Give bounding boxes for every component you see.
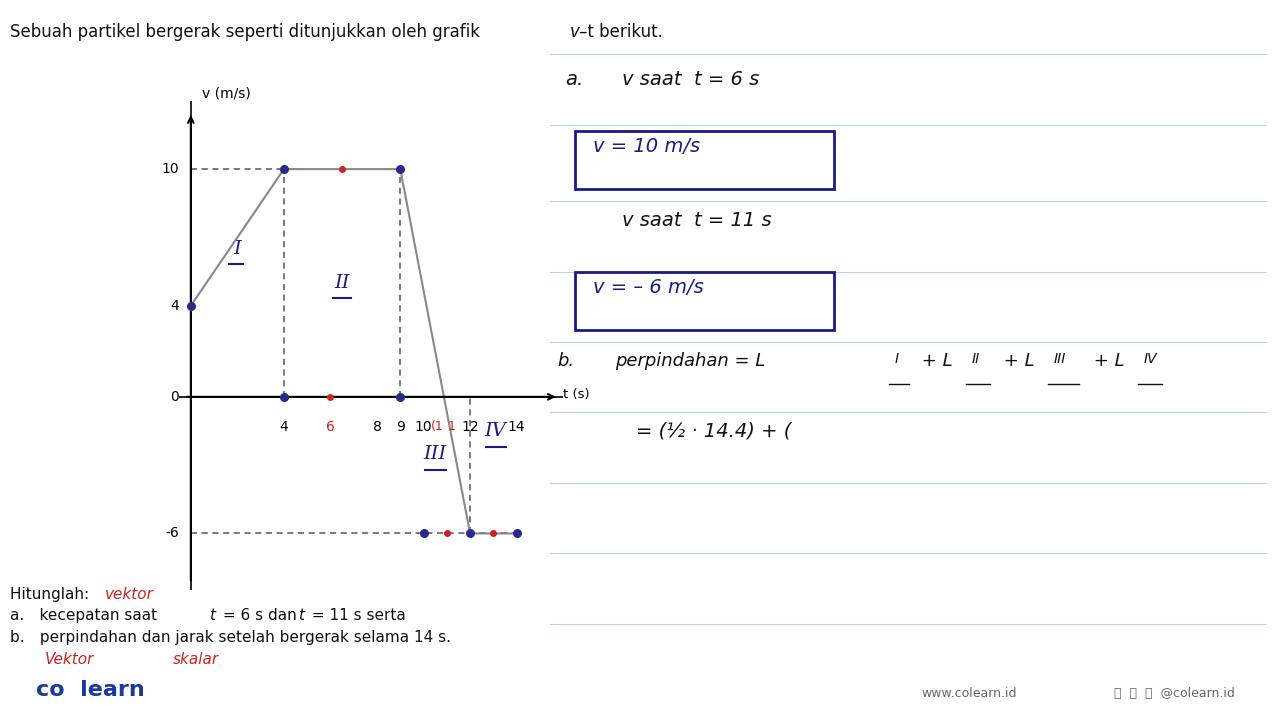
Text: 4: 4 [170, 299, 179, 312]
Text: III: III [1053, 352, 1066, 366]
Text: v = – 6 m/s: v = – 6 m/s [594, 278, 704, 297]
Text: 12: 12 [461, 420, 479, 433]
Text: Vektor: Vektor [45, 652, 95, 667]
Text: + L: + L [916, 353, 952, 371]
Text: 10: 10 [415, 420, 433, 433]
Text: I: I [233, 240, 241, 258]
Text: co  learn: co learn [36, 680, 145, 700]
Text: 14: 14 [508, 420, 526, 433]
Text: a.: a. [564, 70, 582, 89]
Text: 0: 0 [170, 390, 179, 404]
Text: II: II [972, 352, 980, 366]
Text: 4: 4 [279, 420, 288, 433]
Text: 10: 10 [161, 162, 179, 176]
Text: 1: 1 [448, 420, 456, 433]
Text: t: t [298, 608, 305, 624]
Text: III: III [424, 445, 447, 463]
Text:       @colearn.id:    @colearn.id [1114, 687, 1234, 700]
Text: II: II [334, 274, 349, 292]
Text: 8: 8 [372, 420, 381, 433]
Text: + L: + L [1088, 353, 1125, 371]
Text: = 11 s serta: = 11 s serta [307, 608, 406, 624]
Text: = (½ · 14.4) + (: = (½ · 14.4) + ( [636, 422, 792, 441]
Text: IV: IV [1143, 352, 1157, 366]
Text: -6: -6 [165, 526, 179, 541]
Text: a. kecepatan saat: a. kecepatan saat [10, 608, 163, 624]
Text: b. perpindahan dan jarak setelah bergerak selama 14 s.: b. perpindahan dan jarak setelah bergera… [10, 630, 452, 645]
Text: (1: (1 [431, 420, 444, 433]
Text: perpindahan = L: perpindahan = L [614, 353, 765, 371]
Text: 9: 9 [396, 420, 404, 433]
Text: vektor: vektor [105, 587, 154, 602]
Text: IV: IV [485, 422, 507, 440]
Text: skalar: skalar [173, 652, 219, 667]
Text: b.: b. [558, 353, 575, 371]
Text: I: I [895, 352, 899, 366]
Text: 6: 6 [326, 420, 335, 433]
Text: –t berikut.: –t berikut. [579, 23, 663, 41]
Text: v saat  t = 11 s: v saat t = 11 s [622, 211, 772, 230]
Text: = 6 s dan: = 6 s dan [218, 608, 301, 624]
Text: t: t [209, 608, 215, 624]
Text: Hitunglah:: Hitunglah: [10, 587, 95, 602]
Text: v = 10 m/s: v = 10 m/s [594, 138, 700, 156]
Text: + L: + L [998, 353, 1036, 371]
Text: v saat  t = 6 s: v saat t = 6 s [622, 70, 759, 89]
Text: Sebuah partikel bergerak seperti ditunjukkan oleh grafik: Sebuah partikel bergerak seperti ditunju… [10, 23, 485, 41]
Text: v: v [570, 23, 580, 41]
Text: www.colearn.id: www.colearn.id [922, 687, 1018, 700]
Text: v (m/s): v (m/s) [202, 87, 251, 101]
Text: t (s): t (s) [563, 388, 590, 401]
